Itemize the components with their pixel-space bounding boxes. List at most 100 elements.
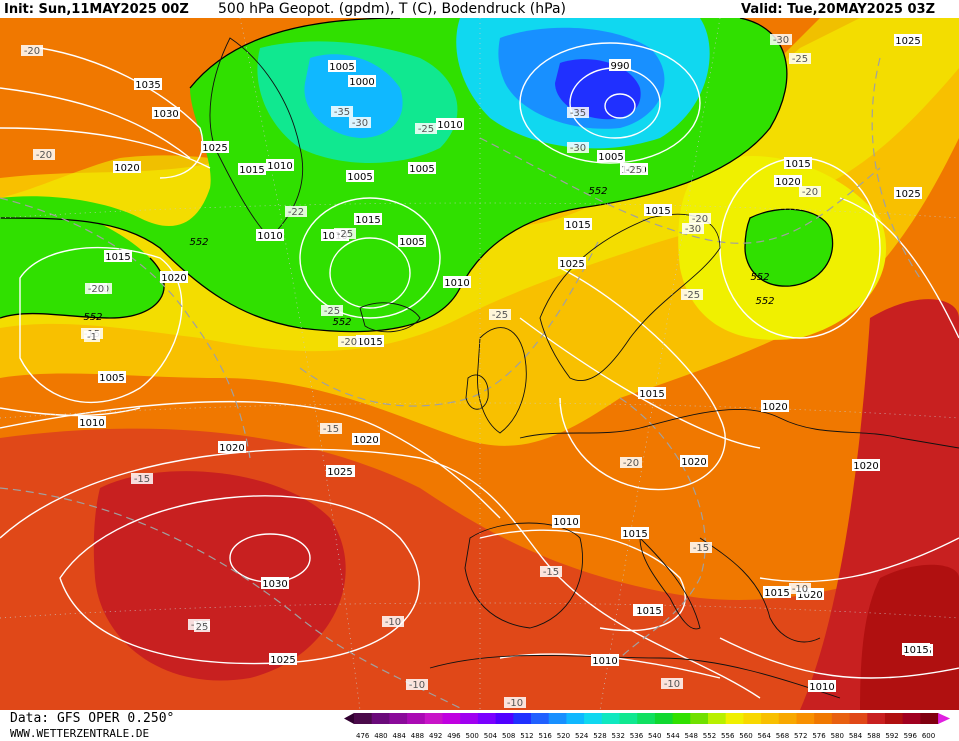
pressure-label-box — [443, 276, 471, 288]
pressure-label-box — [894, 34, 922, 46]
pressure-label: 1010 — [809, 682, 834, 693]
pressure-label: 1015 — [903, 645, 928, 656]
colorbar-tick-label: 532 — [612, 732, 625, 740]
colorbar-tick-label: 520 — [557, 732, 570, 740]
pressure-label-box — [326, 465, 354, 477]
isobar-1015-iberia — [479, 529, 686, 632]
colorbar-swatch — [389, 713, 408, 724]
temperature-label: -25 — [418, 124, 434, 135]
colorbar-tick-label: 548 — [685, 732, 698, 740]
temperature-label: -25 — [337, 229, 353, 240]
coast-africa — [429, 655, 841, 699]
temperature-label: -30 — [773, 35, 789, 46]
pressure-label-box — [902, 643, 930, 655]
pressure-label: 1020 — [775, 177, 800, 188]
isobar-1020-east-med — [759, 537, 959, 583]
temperature-label-box — [320, 423, 342, 434]
pressure-label-box — [763, 586, 791, 598]
temperature-label: -25 — [792, 54, 808, 65]
temperature-label-box — [661, 678, 683, 689]
isotherm-east — [619, 397, 706, 659]
geopotential-label: 552 — [189, 237, 208, 248]
temperature-label: 25 — [196, 622, 209, 633]
pressure-label: 1005 — [329, 62, 354, 73]
chart-title: 500 hPa Geopot. (gpdm), T (C), Bodendruc… — [218, 1, 566, 17]
colorbar-swatch — [814, 713, 833, 724]
coast-iceland — [359, 302, 421, 333]
colorbar-swatch — [619, 713, 638, 724]
isotherms — [0, 57, 921, 709]
colorbar-tick-label: 504 — [484, 732, 498, 740]
pressure-label: 1015 — [355, 215, 380, 226]
pressure-label: 1015 — [764, 588, 789, 599]
isobar-1015-lab — [19, 246, 183, 404]
field-cyan — [304, 54, 403, 138]
temperature-label: -10 — [664, 679, 680, 690]
pressure-label-box — [160, 271, 188, 283]
colorbar-swatch — [761, 713, 780, 724]
pressure-label: 1020 — [797, 590, 822, 601]
temperature-label-box — [567, 107, 589, 118]
temperature-label: -25 — [684, 290, 700, 301]
pressure-label: 1005 — [347, 172, 372, 183]
temperature-label-box — [334, 228, 356, 239]
pressure-label: 1010 — [257, 231, 282, 242]
pressure-label: 1015 — [639, 389, 664, 400]
pressure-label: 990 — [610, 61, 629, 72]
coast-iberia — [464, 522, 583, 629]
temperature-label-box — [540, 566, 562, 577]
temperature-label: -10 — [507, 698, 523, 709]
geopot-552-contour-east — [744, 208, 834, 287]
temperature-label-box — [33, 149, 55, 160]
colorbar-swatch — [513, 713, 532, 724]
temperature-label: -10 — [792, 584, 808, 595]
colorbar-swatch — [654, 713, 674, 724]
pressure-label: 1020 — [161, 273, 186, 284]
colorbar-tick-label: 496 — [447, 732, 461, 740]
field-violet-core — [555, 59, 641, 120]
colorbar: 476 480 484 488 492 496 500 504 508 512 516 520 524 5… — [344, 713, 951, 740]
temperature-label-box — [131, 473, 153, 484]
isobar-1020-atlantic — [0, 448, 761, 699]
temperature-label: -30 — [570, 143, 586, 154]
pressure-label: 1005 — [598, 152, 623, 163]
pressure-label-box — [552, 515, 580, 527]
temperature-label: -10 — [409, 680, 425, 691]
pressure-label: 1015 — [645, 206, 670, 217]
pressure-label-box — [328, 60, 356, 72]
pressure-label: 1035 — [135, 80, 160, 91]
isobar-1020-east — [839, 197, 959, 339]
colorbar-swatch — [672, 713, 691, 724]
pressure-label-box — [564, 218, 592, 230]
colorbar-swatch — [849, 713, 868, 724]
colorbar-tick-label: 500 — [466, 732, 479, 740]
init-time: Init: Sun,11MAY2025 00Z — [4, 2, 189, 17]
temperature-label: -20 — [692, 214, 708, 225]
temperature-label-box — [623, 164, 645, 175]
pressure-label: 1025 — [327, 467, 352, 478]
temperature-label-box — [770, 34, 792, 45]
isotherm-west-1 — [0, 197, 251, 459]
temperature-label-box — [690, 542, 712, 553]
temperature-label: -15 — [693, 543, 709, 554]
pressure-label-box — [784, 157, 812, 169]
temperature-label: -20 — [623, 458, 639, 469]
pressure-label-box — [635, 604, 663, 616]
coast-british-isles — [477, 327, 527, 434]
colorbar-tick-label: 576 — [812, 732, 826, 740]
temperature-label-box — [349, 117, 371, 128]
isotherm-far-east — [871, 57, 921, 279]
temperature-label: -25 — [492, 310, 508, 321]
isobar-1015-med — [719, 637, 959, 679]
temperature-label-box — [504, 697, 526, 708]
coast-balkans — [699, 537, 821, 643]
colorbar-swatch — [407, 713, 426, 724]
pressure-label-box — [808, 680, 836, 692]
temperature-label: -15 — [134, 474, 150, 485]
colorbar-swatch — [566, 713, 585, 724]
temperature-label: -25 — [324, 306, 340, 317]
website: WWW.WETTERZENTRALE.DE — [10, 727, 150, 740]
temperature-label: -10 — [385, 617, 401, 628]
isobar-1030-greenland — [0, 87, 191, 159]
lat-lon-grid — [0, 18, 959, 710]
